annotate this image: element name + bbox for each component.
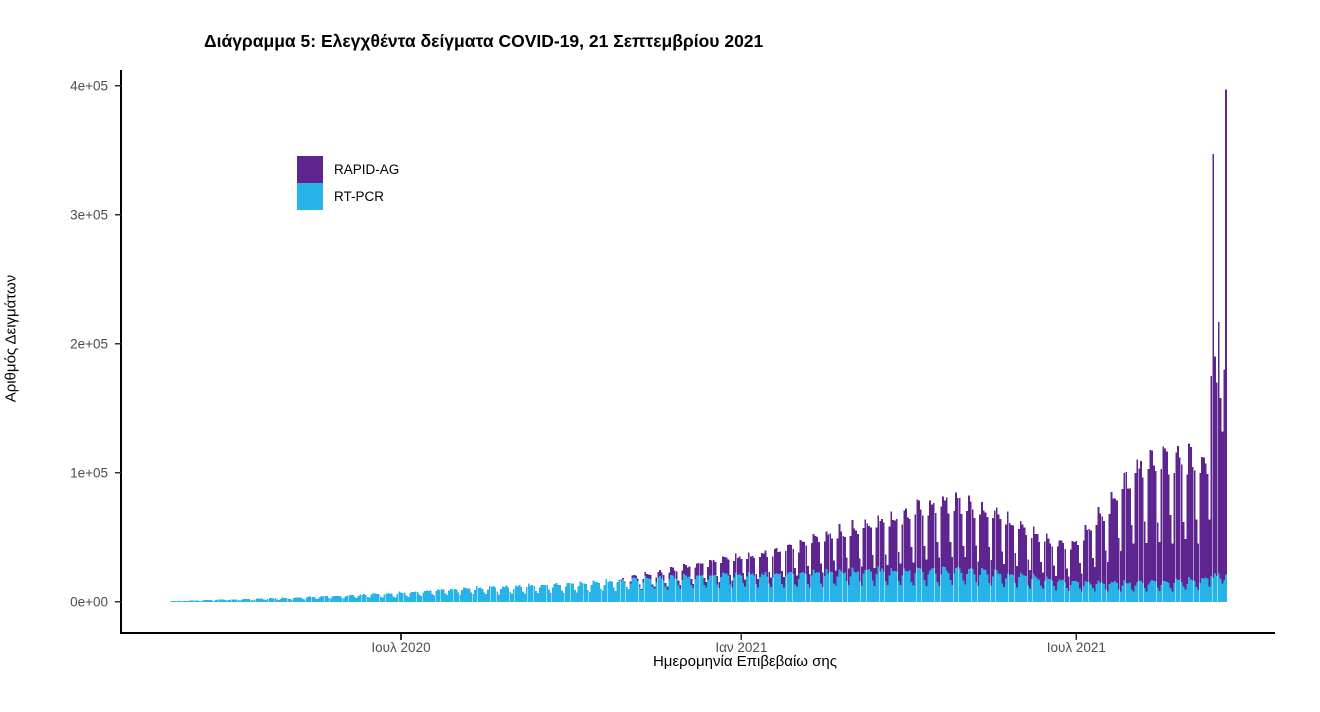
svg-text:Ιουλ 2020: Ιουλ 2020	[371, 640, 430, 655]
legend-item: RT-PCR	[297, 183, 399, 210]
legend-label-rt-pcr: RT-PCR	[334, 189, 385, 204]
svg-text:0e+00: 0e+00	[70, 594, 108, 609]
svg-text:2e+05: 2e+05	[70, 336, 108, 351]
legend-swatch-rapid-ag-icon	[297, 156, 323, 183]
svg-text:3e+05: 3e+05	[70, 207, 108, 222]
svg-text:Ιουλ 2021: Ιουλ 2021	[1047, 640, 1106, 655]
x-axis-label: Ημερομηνία Επιβεβαίω σης	[652, 653, 838, 670]
chart-title: Διάγραμμα 5: Ελεγχθέντα δείγματα COVID-1…	[204, 31, 764, 51]
legend: RAPID-AG RT-PCR	[297, 156, 399, 210]
legend-swatch-rt-pcr-icon	[297, 183, 323, 210]
svg-text:4e+05: 4e+05	[70, 78, 108, 93]
svg-text:1e+05: 1e+05	[70, 465, 108, 480]
legend-item: RAPID-AG	[297, 156, 399, 183]
y-axis-label: Αριθμός Δειγμάτων	[2, 274, 20, 403]
legend-label-rapid-ag: RAPID-AG	[334, 162, 400, 177]
svg-text:Ιαν 2021: Ιαν 2021	[715, 640, 767, 655]
